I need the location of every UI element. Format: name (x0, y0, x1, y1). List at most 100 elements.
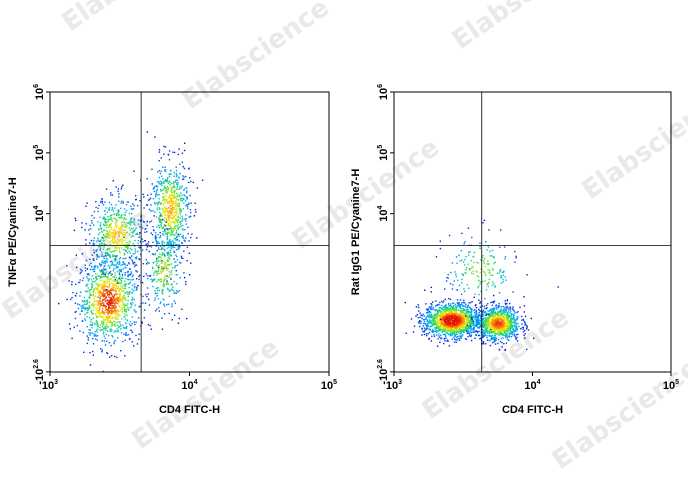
event-dot (446, 324, 448, 327)
event-dot (89, 242, 91, 244)
event-dot (121, 277, 123, 280)
event-dot (130, 217, 132, 220)
event-dot (94, 268, 96, 271)
event-dot (161, 233, 164, 235)
event-dot (166, 269, 168, 272)
event-dot (139, 219, 141, 221)
event-dot (145, 227, 147, 230)
event-dot (188, 240, 190, 242)
event-dot (180, 210, 182, 213)
event-dot (97, 287, 100, 289)
event-dot (467, 336, 469, 338)
event-dot (181, 215, 183, 217)
event-dot (118, 263, 120, 266)
event-dot (168, 231, 170, 233)
event-dot (166, 238, 168, 241)
event-dot (484, 328, 487, 330)
event-dot (105, 327, 107, 329)
event-dot (170, 277, 172, 279)
event-dot (473, 315, 475, 317)
event-dot (158, 289, 160, 292)
event-dot (417, 304, 419, 306)
event-dot (101, 325, 104, 328)
event-dot (503, 329, 505, 331)
event-dot (80, 305, 82, 307)
event-dot (188, 168, 190, 170)
event-dot (106, 224, 108, 227)
event-dot (118, 291, 121, 293)
event-dot (463, 311, 465, 314)
event-dot (160, 272, 163, 274)
event-dot (442, 326, 444, 328)
event-dot (171, 187, 173, 190)
event-dot (451, 332, 454, 334)
event-dot (108, 236, 110, 239)
event-dot (111, 279, 114, 281)
event-dot (115, 277, 118, 279)
event-dot (109, 256, 112, 259)
event-dot (160, 223, 162, 225)
event-dot (182, 218, 184, 221)
event-dot (118, 271, 121, 273)
event-dot (162, 189, 164, 191)
event-dot (115, 316, 118, 318)
event-dot (164, 232, 167, 235)
event-dot (128, 338, 131, 340)
event-dot (142, 220, 145, 223)
event-dot (503, 327, 505, 329)
event-dot (101, 276, 104, 278)
event-dot (506, 302, 508, 305)
event-dot (155, 192, 157, 195)
event-dot (478, 314, 480, 316)
event-dot (438, 303, 440, 306)
event-dot (162, 289, 164, 291)
event-dot (435, 317, 437, 319)
event-dot (182, 237, 185, 239)
event-dot (168, 196, 171, 198)
event-dot (173, 191, 175, 194)
event-dot (524, 322, 526, 324)
event-dot (437, 338, 439, 340)
event-dot (170, 244, 173, 246)
event-dot (90, 262, 92, 265)
event-dot (471, 322, 473, 324)
event-dot (148, 298, 150, 301)
event-dot (89, 268, 92, 271)
event-dot (108, 282, 110, 284)
event-dot (436, 312, 438, 314)
event-dot (449, 321, 451, 324)
event-dot (101, 231, 103, 233)
event-dot (504, 318, 506, 320)
event-dot (172, 151, 174, 153)
event-dot (146, 231, 148, 233)
event-dot (95, 308, 97, 310)
event-dot (150, 232, 152, 234)
event-dot (100, 222, 102, 224)
event-dot (122, 301, 124, 303)
event-dot (469, 320, 472, 323)
event-dot (120, 325, 122, 327)
event-dot (521, 315, 523, 318)
event-dot (118, 269, 121, 271)
event-dot (95, 276, 97, 278)
event-dot (489, 331, 491, 333)
event-dot (462, 317, 464, 319)
event-dot (113, 289, 116, 292)
event-dot (455, 310, 458, 312)
event-dot (160, 182, 163, 184)
event-dot (171, 217, 173, 220)
event-dot (495, 304, 497, 306)
event-dot (177, 181, 179, 184)
event-dot (175, 265, 177, 267)
event-dot (471, 318, 473, 320)
event-dot (449, 311, 451, 313)
event-dot (110, 288, 112, 290)
event-dot (508, 308, 510, 310)
event-dot (150, 193, 152, 195)
event-dot (452, 306, 454, 309)
event-dot (158, 218, 161, 220)
event-dot (123, 262, 125, 264)
event-dot (513, 333, 516, 335)
event-dot (473, 323, 475, 325)
event-dot (494, 329, 496, 332)
